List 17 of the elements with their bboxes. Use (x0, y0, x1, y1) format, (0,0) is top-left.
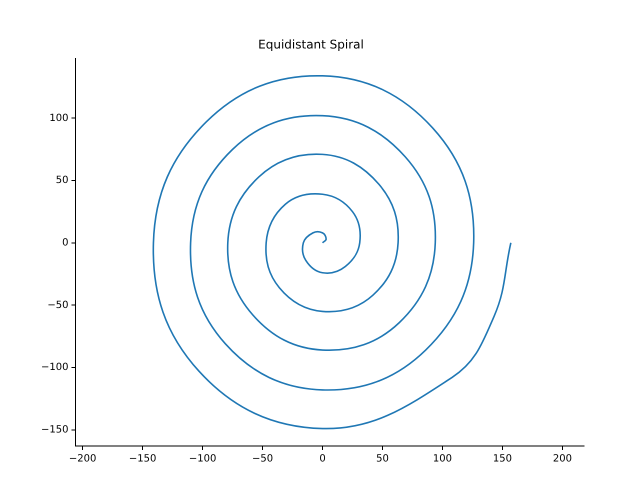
x-tick-label: −200 (68, 454, 96, 465)
y-tick-label: −150 (40, 424, 68, 436)
x-tick-label: −100 (188, 454, 216, 465)
x-tick-label: −50 (252, 454, 274, 465)
x-tick-label: 200 (552, 454, 572, 465)
y-tick-label: 50 (56, 175, 68, 186)
x-tick-label: 150 (492, 454, 512, 465)
y-tick-label: 100 (49, 112, 68, 124)
x-tick-label: 50 (376, 454, 389, 465)
y-tick-label: −100 (40, 362, 68, 374)
line-series (152, 75, 512, 430)
x-tick-label: −150 (128, 454, 156, 465)
chart-title: Equidistant Spiral (258, 37, 364, 52)
x-tick-label: 100 (432, 454, 452, 465)
y-tick-label: 0 (62, 237, 68, 248)
y-tick-label: −50 (47, 300, 68, 311)
x-tick-label: 0 (319, 454, 326, 465)
